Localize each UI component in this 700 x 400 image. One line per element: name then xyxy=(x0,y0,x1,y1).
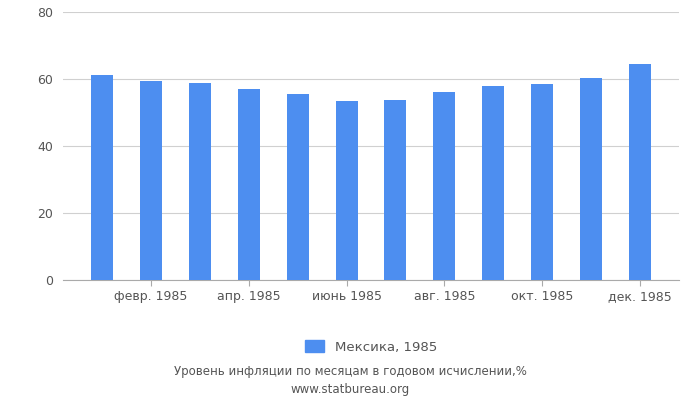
Bar xyxy=(91,75,113,280)
Bar xyxy=(531,84,553,280)
Bar xyxy=(140,81,162,280)
Bar xyxy=(384,100,407,280)
Bar xyxy=(335,101,358,280)
Bar xyxy=(189,83,211,280)
Bar xyxy=(580,78,602,280)
Text: Уровень инфляции по месяцам в годовом исчислении,%: Уровень инфляции по месяцам в годовом ис… xyxy=(174,365,526,378)
Bar xyxy=(238,89,260,280)
Bar xyxy=(287,94,309,280)
Legend: Мексика, 1985: Мексика, 1985 xyxy=(300,335,442,359)
Text: www.statbureau.org: www.statbureau.org xyxy=(290,383,410,396)
Bar xyxy=(482,86,504,280)
Bar xyxy=(433,92,455,280)
Bar xyxy=(629,64,651,280)
